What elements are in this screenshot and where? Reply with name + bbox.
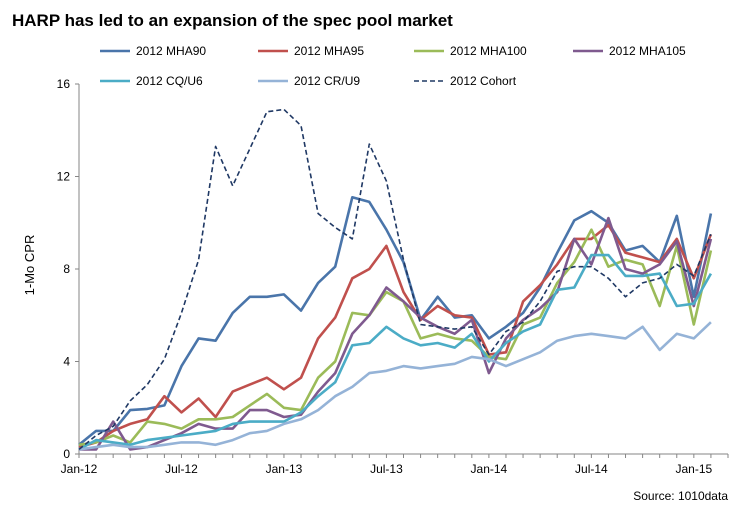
axes: 0 4 8 12 16 Jan-12 Jul-12 Jan-13 Jul-13 Jan-14 Jul… — [57, 77, 729, 476]
y-axis-label: 1-Mo CPR — [22, 235, 37, 296]
legend-label: 2012 MHA90 — [136, 44, 206, 58]
legend-label: 2012 MHA100 — [450, 44, 527, 58]
x-tick-label: Jan-15 — [675, 462, 712, 476]
x-tick-label: Jan-14 — [471, 462, 508, 476]
legend-label: 2012 CQ/U6 — [136, 74, 203, 88]
x-tick-label: Jul-13 — [370, 462, 403, 476]
x-tick-label: Jan-13 — [266, 462, 303, 476]
series-line-2012-mha100 — [78, 228, 713, 447]
y-tick-label: 0 — [63, 447, 70, 461]
series-group — [78, 108, 713, 451]
y-tick-label: 8 — [63, 262, 70, 276]
y-tick-label: 12 — [57, 170, 71, 184]
x-tick-label: Jan-12 — [61, 462, 98, 476]
y-tick-label: 16 — [57, 77, 71, 91]
source-label: Source: 1010data — [633, 489, 728, 503]
legend-label: 2012 CR/U9 — [294, 74, 360, 88]
legend-label: 2012 MHA95 — [294, 44, 364, 58]
series-line-2012-mha105 — [79, 216, 713, 451]
series-line-2012-cr-u9 — [78, 321, 712, 451]
chart-title: HARP has led to an expansion of the spec… — [12, 11, 453, 30]
legend-label: 2012 MHA105 — [609, 44, 686, 58]
x-tick-label: Jul-14 — [575, 462, 608, 476]
y-tick-label: 4 — [63, 355, 70, 369]
legend: 2012 MHA90 2012 MHA95 2012 MHA100 2012 MHA1… — [100, 44, 686, 88]
series-line-2012-cq-u6 — [78, 253, 713, 451]
series-line-2012-cohort — [78, 108, 712, 451]
x-tick-label: Jul-12 — [165, 462, 198, 476]
legend-label: 2012 Cohort — [450, 74, 517, 88]
series-line-2012-mha90 — [78, 196, 713, 446]
